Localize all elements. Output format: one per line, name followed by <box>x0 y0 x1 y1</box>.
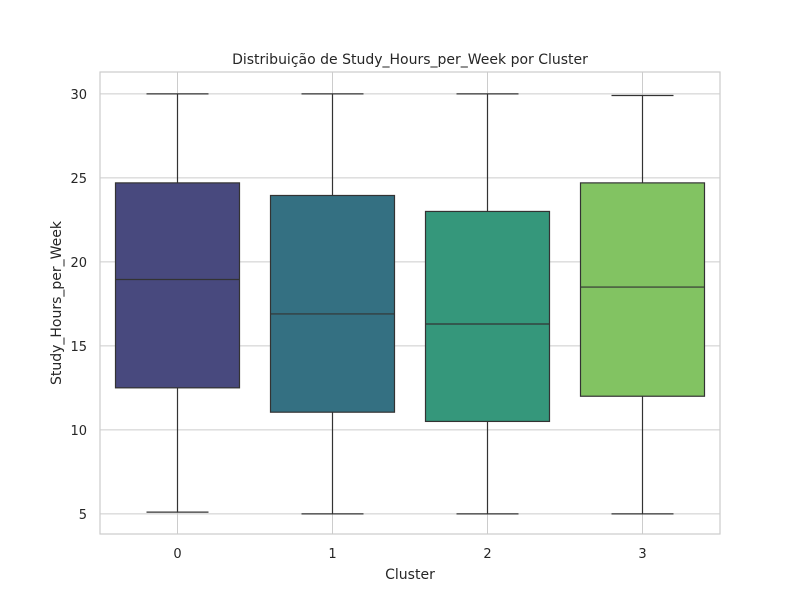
x-tick-label: 1 <box>328 547 336 562</box>
y-tick-labels: 5 10 15 20 25 30 <box>70 88 87 523</box>
y-tick-label: 30 <box>70 88 87 103</box>
y-axis-label: Study_Hours_per_Week <box>49 220 65 385</box>
boxes <box>114 93 706 515</box>
x-tick-labels: 0 1 2 3 <box>173 547 646 562</box>
y-tick-label: 5 <box>79 508 87 523</box>
box-cluster-3 <box>579 94 706 515</box>
y-tick-label: 15 <box>70 340 87 355</box>
x-tick-label: 3 <box>638 547 646 562</box>
box-cluster-0 <box>114 93 241 513</box>
box-cluster-2 <box>424 93 551 515</box>
x-axis-label: Cluster <box>385 567 435 583</box>
plot-frame <box>99 71 721 535</box>
iqr-box <box>114 182 241 389</box>
box-cluster-1 <box>269 93 396 515</box>
chart-title: Distribuição de Study_Hours_per_Week por… <box>232 52 588 68</box>
y-tick-label: 10 <box>70 424 87 439</box>
iqr-box <box>269 194 396 413</box>
y-tick-label: 25 <box>70 172 87 187</box>
x-tick-label: 0 <box>173 547 181 562</box>
iqr-box <box>579 182 706 397</box>
y-tick-label: 20 <box>70 256 87 271</box>
iqr-box <box>424 210 551 423</box>
x-tick-label: 2 <box>483 547 491 562</box>
